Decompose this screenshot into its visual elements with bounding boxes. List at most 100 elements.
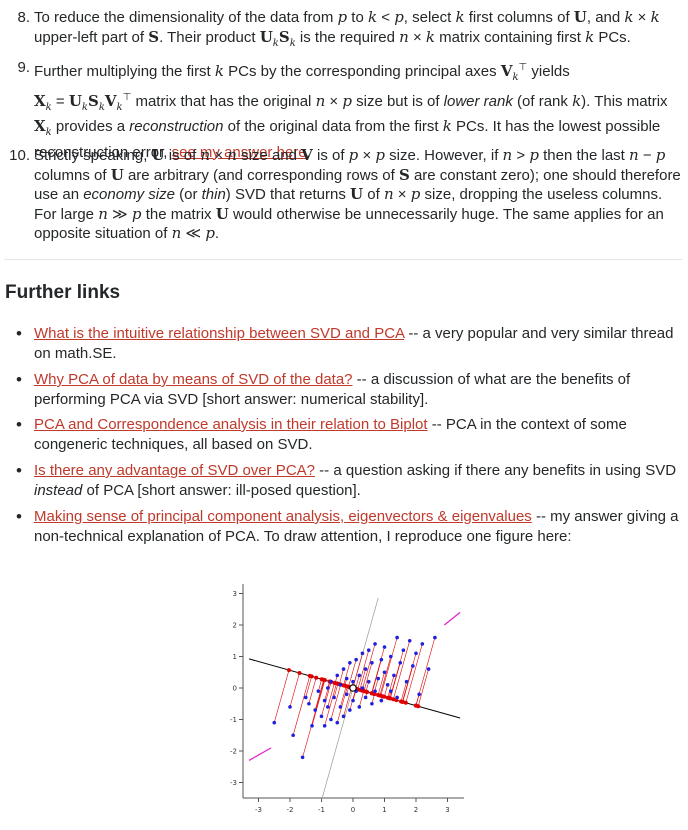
- mean-marker: [349, 684, 357, 692]
- projection-line: [333, 683, 339, 698]
- projected-point: [413, 703, 418, 708]
- y-tick-label: -3: [230, 779, 237, 787]
- pca-scatter-figure: -3 -2 -1 0 1 2 3 3 2 1 0 -1 -2 -3: [230, 584, 464, 814]
- data-point: [319, 714, 324, 719]
- data-point: [395, 635, 399, 640]
- projection-line: [324, 681, 331, 701]
- data-point: [426, 667, 431, 671]
- projected-point: [286, 668, 291, 673]
- axis-end-marker: [443, 611, 461, 626]
- data-point: [344, 692, 349, 697]
- x-tick-label: 3: [445, 806, 449, 814]
- see-my-answer-link[interactable]: see my answer here: [171, 143, 307, 161]
- data-point: [272, 720, 277, 725]
- data-point: [389, 689, 393, 693]
- projection-line: [324, 683, 337, 726]
- projection-line: [330, 684, 342, 720]
- data-point: [348, 661, 352, 665]
- divider: [4, 259, 682, 260]
- data-point: [351, 679, 355, 684]
- y-tick-label: 3: [233, 590, 237, 598]
- data-point: [395, 695, 399, 700]
- data-point: [433, 635, 437, 640]
- data-point: [360, 651, 365, 656]
- data-point: [322, 698, 327, 703]
- projection-line: [380, 637, 398, 696]
- data-point: [344, 676, 349, 681]
- x-tick-label: -1: [318, 806, 325, 814]
- x-tick-label: 0: [351, 806, 355, 814]
- projection-line: [357, 650, 370, 690]
- projection-line: [336, 686, 348, 723]
- projection-line: [377, 672, 385, 696]
- data-point: [382, 645, 387, 649]
- axis-end-marker: [248, 747, 272, 761]
- projection-line: [339, 669, 344, 685]
- data-point: [316, 689, 321, 693]
- data-point: [366, 679, 371, 684]
- data-point: [313, 708, 317, 712]
- projection-line: [308, 677, 317, 704]
- y-tick-label: -2: [230, 748, 237, 756]
- data-point: [370, 701, 374, 706]
- data-point: [348, 708, 352, 712]
- data-point: [360, 686, 365, 690]
- data-point: [341, 714, 346, 719]
- data-point: [335, 673, 340, 678]
- projection-line: [387, 675, 395, 698]
- data-point: [411, 664, 415, 668]
- projection-line: [363, 662, 373, 692]
- projection-line: [343, 662, 351, 686]
- data-point: [420, 642, 425, 646]
- projected-point: [333, 680, 338, 685]
- data-point: [366, 648, 371, 652]
- projection-line: [405, 643, 423, 703]
- y-tick-label: 2: [233, 622, 237, 630]
- data-point: [326, 686, 330, 690]
- data-point: [329, 717, 333, 722]
- link-why-pca-via-svd[interactable]: Why PCA of data by means of SVD of the d…: [34, 371, 353, 388]
- y-tick-label: 1: [233, 653, 237, 661]
- data-point: [307, 701, 311, 706]
- link-making-sense-pca[interactable]: Making sense of principal component anal…: [34, 508, 532, 525]
- data-point: [392, 673, 396, 678]
- data-point: [335, 720, 340, 725]
- data-point: [414, 651, 418, 656]
- x-tick-label: 2: [414, 806, 418, 814]
- projection-line: [371, 646, 385, 694]
- link-pca-correspondence-biplot[interactable]: PCA and Correspondence analysis in their…: [34, 416, 428, 433]
- x-tick-label: 1: [382, 806, 386, 814]
- data-point: [300, 755, 305, 760]
- list-item: What is the intuitive relationship betwe…: [16, 324, 684, 363]
- data-point: [385, 683, 390, 687]
- data-point: [363, 695, 368, 700]
- data-point: [379, 698, 384, 703]
- link-svd-advantage[interactable]: Is there any advantage of SVD over PCA?: [34, 462, 315, 479]
- list-number: 9.: [17, 59, 30, 76]
- data-point: [398, 661, 403, 665]
- projection-line: [379, 656, 392, 696]
- projected-point: [386, 696, 391, 701]
- list-number: 10.: [9, 147, 30, 164]
- data-point: [310, 724, 314, 728]
- data-point: [329, 679, 333, 684]
- projection-line: [402, 665, 414, 703]
- y-tick-label: -1: [230, 716, 237, 724]
- section-heading: Further links: [5, 282, 121, 303]
- projection-line: [359, 690, 365, 707]
- link-svd-pca-relationship[interactable]: What is the intuitive relationship betwe…: [34, 325, 405, 342]
- projected-point: [400, 699, 405, 704]
- projection-line: [393, 640, 410, 700]
- y-tick-label: 0: [233, 685, 237, 693]
- projected-point: [309, 674, 314, 679]
- projection-line: [318, 679, 322, 692]
- projection-line: [292, 675, 311, 736]
- data-point: [322, 724, 327, 728]
- list-item-8: 8. To reduce the dimensionality of the d…: [17, 8, 684, 53]
- projected-point: [372, 692, 377, 697]
- data-point: [373, 689, 377, 693]
- data-point: [303, 695, 308, 700]
- data-point: [288, 705, 292, 709]
- second-axis: [321, 597, 379, 801]
- list-number: 8.: [17, 9, 30, 26]
